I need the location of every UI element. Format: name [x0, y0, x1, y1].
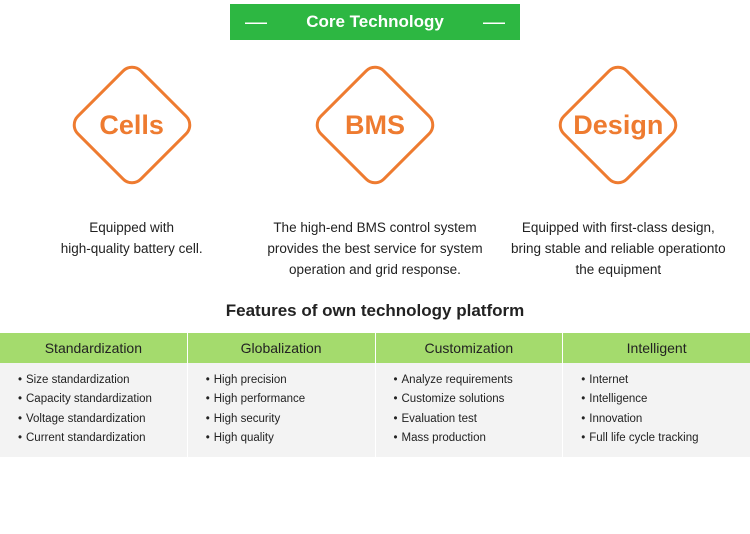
tech-desc: The high-end BMS control system provides…	[263, 218, 486, 281]
feat-body: Analyze requirements Customize solutions…	[376, 363, 563, 457]
tech-item-design: Design Equipped with first-class design,…	[497, 60, 740, 281]
header-title: Core Technology	[306, 12, 444, 32]
diamond-wrap: Design	[553, 60, 683, 190]
feat-col-intelligent: Intelligent Internet Intelligence Innova…	[562, 333, 750, 457]
feat-item: Capacity standardization	[18, 390, 177, 410]
feat-item: High precision	[206, 371, 365, 391]
diamond-label: Design	[573, 110, 663, 141]
feat-head: Standardization	[0, 333, 187, 363]
tech-item-bms: BMS The high-end BMS control system prov…	[253, 60, 496, 281]
feat-item: Current standardization	[18, 429, 177, 449]
header-band: — Core Technology —	[230, 4, 520, 40]
feat-item: Mass production	[394, 429, 553, 449]
feat-head: Intelligent	[563, 333, 750, 363]
feat-body: Internet Intelligence Innovation Full li…	[563, 363, 750, 457]
diamond-label: Cells	[99, 110, 164, 141]
feat-item: Intelligence	[581, 390, 740, 410]
features-title: Features of own technology platform	[0, 301, 750, 321]
features-table: Standardization Size standardization Cap…	[0, 333, 750, 457]
feat-col-standardization: Standardization Size standardization Cap…	[0, 333, 187, 457]
feat-col-globalization: Globalization High precision High perfor…	[187, 333, 375, 457]
diamond-label: BMS	[345, 110, 405, 141]
feat-item: Evaluation test	[394, 410, 553, 430]
diamond-wrap: Cells	[67, 60, 197, 190]
feat-item: Internet	[581, 371, 740, 391]
tech-row: Cells Equipped withhigh-quality battery …	[0, 40, 750, 281]
tech-item-cells: Cells Equipped withhigh-quality battery …	[10, 60, 253, 281]
feat-item: Innovation	[581, 410, 740, 430]
diamond-wrap: BMS	[310, 60, 440, 190]
feat-item: High performance	[206, 390, 365, 410]
header-dash-right: —	[483, 9, 505, 35]
feat-body: High precision High performance High sec…	[188, 363, 375, 457]
feat-head: Globalization	[188, 333, 375, 363]
feat-item: Full life cycle tracking	[581, 429, 740, 449]
feat-item: Voltage standardization	[18, 410, 177, 430]
feat-col-customization: Customization Analyze requirements Custo…	[375, 333, 563, 457]
feat-item: Analyze requirements	[394, 371, 553, 391]
feat-item: High quality	[206, 429, 365, 449]
header-dash-left: —	[245, 9, 267, 35]
feat-item: High security	[206, 410, 365, 430]
feat-item: Customize solutions	[394, 390, 553, 410]
feat-head: Customization	[376, 333, 563, 363]
tech-desc: Equipped with first-class design, bring …	[507, 218, 730, 281]
feat-body: Size standardization Capacity standardiz…	[0, 363, 187, 457]
tech-desc: Equipped withhigh-quality battery cell.	[61, 218, 203, 260]
feat-item: Size standardization	[18, 371, 177, 391]
